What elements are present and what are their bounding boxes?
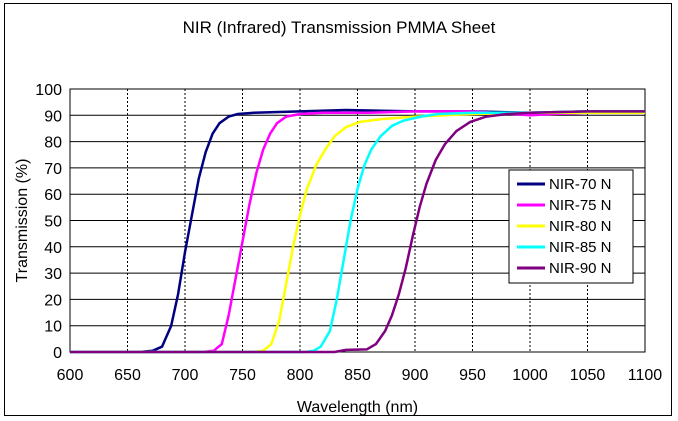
legend-label: NIR-85 N: [549, 239, 612, 256]
y-tick-label: 10: [44, 319, 62, 336]
y-tick-label: 90: [44, 108, 62, 125]
x-tick-label: 600: [57, 367, 84, 384]
y-tick-label: 0: [53, 345, 62, 362]
legend-label: NIR-70 N: [549, 176, 612, 193]
y-tick-label: 60: [44, 187, 62, 204]
y-tick-label: 80: [44, 135, 62, 152]
series-line-4: [70, 110, 645, 354]
x-tick-label: 1000: [512, 367, 548, 384]
x-tick-label: 1100: [628, 367, 663, 384]
y-tick-label: 40: [44, 240, 62, 257]
legend-label: NIR-75 N: [549, 197, 612, 214]
x-tick-label: 750: [229, 367, 256, 384]
series-line-5: [70, 110, 645, 354]
legend-label: NIR-90 N: [549, 260, 612, 277]
chart-title: NIR (Infrared) Transmission PMMA Sheet: [182, 18, 496, 37]
y-axis-label: Transmission (%): [14, 159, 31, 283]
legend: NIR-70 N NIR-75 N NIR-80 N NIR-85 N NIR-90 N: [508, 169, 634, 284]
series-layer: [70, 108, 645, 354]
x-tick-label: 900: [402, 367, 429, 384]
x-axis-label: Wavelength (nm): [297, 399, 418, 416]
x-tick-label: 850: [344, 367, 371, 384]
series-line-3: [70, 111, 645, 354]
y-tick-label: 20: [44, 292, 62, 309]
tick-labels: 600 650 700 750 800 850 900 950 1000 1050 1100 0 10 2…: [35, 82, 662, 384]
x-tick-label: 950: [459, 367, 486, 384]
y-tick-label: 50: [44, 214, 62, 231]
y-tick-label: 70: [44, 161, 62, 178]
x-tick-label: 700: [172, 367, 199, 384]
x-tick-label: 800: [287, 367, 314, 384]
y-tick-label: 30: [44, 266, 62, 283]
x-tick-label: 650: [114, 367, 141, 384]
y-tick-label: 100: [35, 82, 62, 99]
x-tick-label: 1050: [570, 367, 606, 384]
legend-label: NIR-80 N: [549, 218, 612, 235]
plot-area-border: [69, 88, 646, 353]
